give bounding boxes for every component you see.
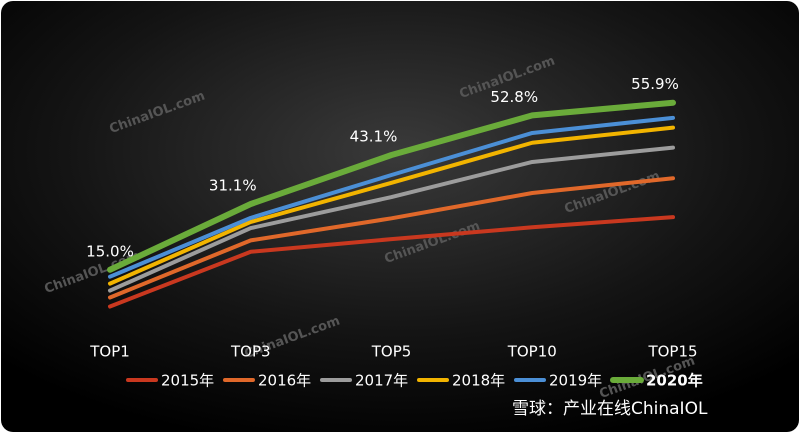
- x-tick-label: TOP5: [371, 343, 412, 361]
- legend-label: 2015年: [161, 372, 214, 390]
- x-tick-label: TOP1: [89, 343, 130, 361]
- series-line: [108, 215, 675, 309]
- legend-label: 2020年: [646, 372, 703, 390]
- series-line: [108, 176, 675, 300]
- series-line: [108, 145, 675, 293]
- series-line: [107, 99, 676, 273]
- x-tick-label: TOP3: [230, 343, 271, 361]
- data-label: 52.8%: [490, 88, 538, 106]
- data-label: 55.9%: [631, 75, 679, 93]
- series-line: [108, 125, 675, 286]
- footer: 雪球：产业在线ChinaIOL: [512, 399, 708, 419]
- legend-label: 2019年: [549, 372, 602, 390]
- series-line: [108, 115, 675, 279]
- data-label: 43.1%: [350, 128, 398, 146]
- x-tick-label: TOP15: [647, 343, 697, 361]
- x-tick-label: TOP10: [507, 343, 557, 361]
- legend-label: 2017年: [355, 372, 408, 390]
- legend-label: 2018年: [452, 372, 505, 390]
- legend-label: 2016年: [258, 372, 311, 390]
- data-label: 15.0%: [86, 242, 134, 260]
- data-label: 31.1%: [209, 177, 257, 195]
